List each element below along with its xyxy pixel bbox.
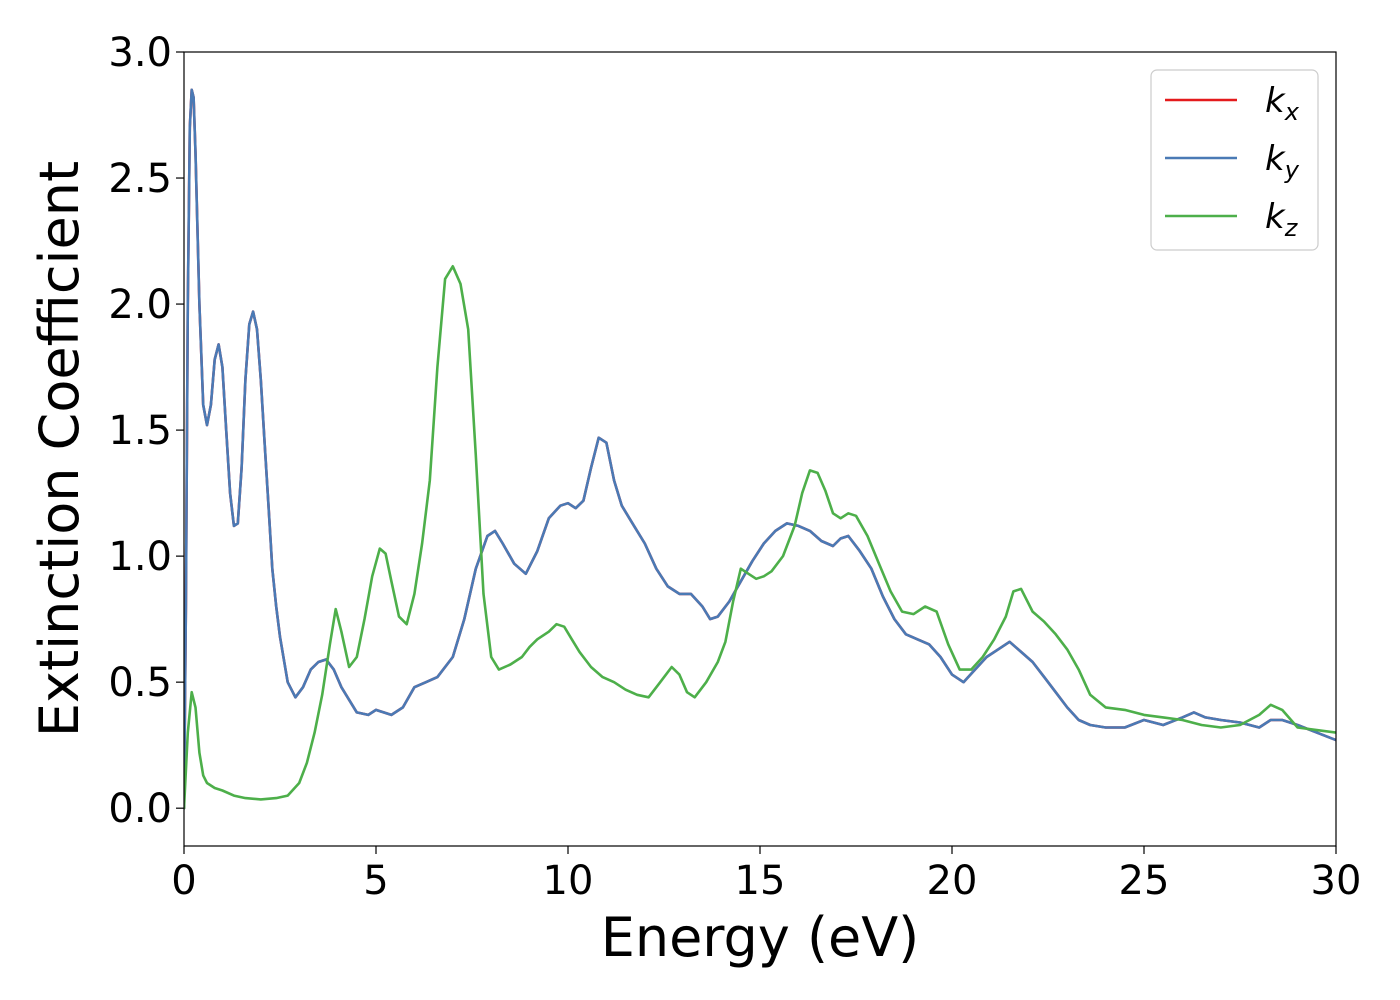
y-tick-label: 1.5 [108, 408, 172, 454]
legend-label-ky: ky [1265, 139, 1300, 184]
x-tick-label: 0 [171, 858, 196, 904]
series-layer [184, 88, 1336, 810]
x-axis: 0 5 10 15 20 25 30 [171, 846, 1361, 904]
x-tick-label: 15 [735, 858, 786, 904]
series-line-ky [184, 88, 1336, 810]
x-tick-label: 10 [543, 858, 594, 904]
x-tick-label: 30 [1311, 858, 1362, 904]
y-axis-title: Extinction Coefficient [28, 161, 91, 737]
legend-label-kz: kz [1265, 197, 1299, 242]
x-tick-label: 5 [363, 858, 388, 904]
y-tick-label: 0.0 [108, 786, 172, 832]
x-tick-label: 20 [927, 858, 978, 904]
y-axis: 0.0 0.5 1.0 1.5 2.0 2.5 3.0 [108, 30, 184, 832]
y-tick-label: 2.0 [108, 282, 172, 328]
legend: kx ky kz [1150, 69, 1319, 251]
y-tick-label: 2.5 [108, 156, 172, 202]
y-tick-label: 3.0 [108, 30, 172, 76]
x-axis-title: Energy (eV) [601, 906, 920, 969]
series-line-kz [184, 265, 1336, 810]
legend-label-kx: kx [1265, 81, 1300, 126]
x-tick-label: 25 [1119, 858, 1170, 904]
legend-frame [1150, 69, 1319, 251]
y-tick-label: 1.0 [108, 534, 172, 580]
y-tick-label: 0.5 [108, 660, 172, 706]
